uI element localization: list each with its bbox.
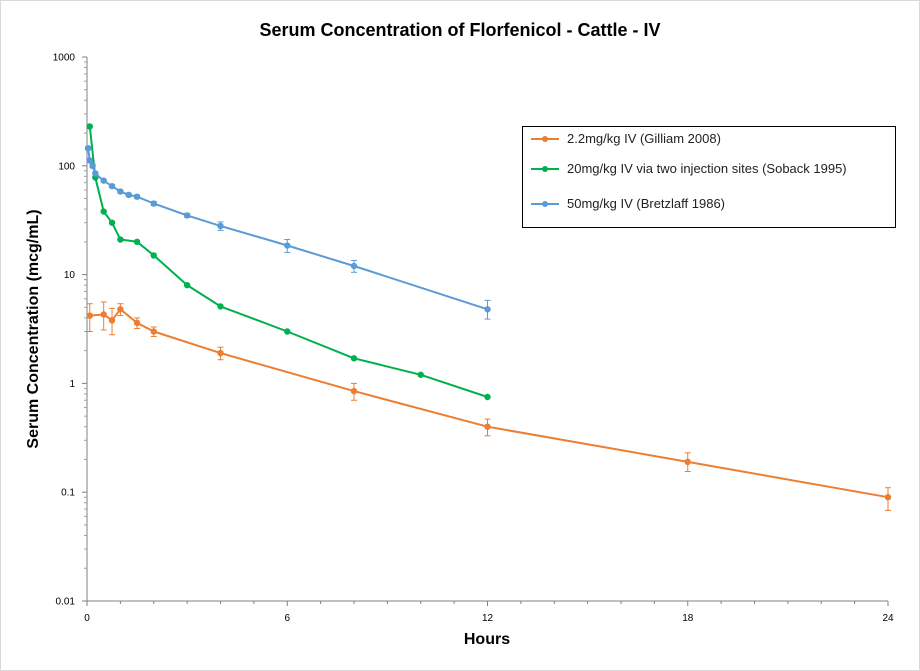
x-tick-label: 12 [482, 613, 494, 624]
legend-label-soback: 20mg/kg IV via two injection sites (Soba… [567, 161, 847, 176]
data-point [183, 281, 191, 289]
data-point [684, 458, 691, 466]
y-tick-label: 1 [69, 379, 75, 390]
legend: 2.2mg/kg IV (Gilliam 2008) 20mg/kg IV vi… [522, 126, 896, 228]
data-point [417, 371, 424, 378]
series-0 [86, 301, 892, 511]
data-point [350, 387, 358, 395]
y-tick-label: 0.1 [61, 488, 75, 499]
data-point [217, 349, 224, 357]
legend-marker-bretzlaff [542, 201, 548, 207]
y-tick-label: 100 [58, 161, 75, 172]
data-point [350, 355, 358, 362]
data-point [86, 157, 93, 164]
data-point [108, 219, 116, 226]
data-point [133, 238, 141, 246]
legend-marker-soback [542, 166, 548, 172]
data-point [84, 145, 92, 152]
data-point [150, 328, 157, 335]
data-point [350, 262, 358, 270]
series-2 [84, 145, 491, 320]
data-point [150, 200, 157, 207]
data-point [108, 317, 116, 324]
data-point [217, 303, 224, 310]
data-point [117, 188, 124, 195]
data-point [183, 212, 191, 219]
data-point [125, 191, 132, 199]
series-1 [86, 123, 491, 401]
data-point [100, 311, 107, 318]
chart-title: Serum Concentration of Florfenicol - Cat… [259, 20, 660, 40]
data-point [89, 162, 96, 169]
data-point [108, 182, 116, 190]
data-point [217, 222, 224, 230]
legend-label-bretzlaff: 50mg/kg IV (Bretzlaff 1986) [567, 196, 726, 211]
x-tick-label: 24 [882, 613, 894, 624]
data-point [117, 306, 124, 313]
data-point [133, 319, 141, 327]
data-point [92, 170, 99, 177]
data-point [133, 193, 141, 200]
data-point [86, 123, 93, 130]
data-point [284, 328, 291, 335]
data-point [484, 423, 491, 430]
y-axis-label: Serum Concentration (mcg/mL) [25, 209, 42, 448]
y-tick-label: 1000 [53, 53, 76, 64]
data-point [86, 312, 93, 319]
data-point [284, 242, 291, 249]
legend-marker-gilliam [542, 136, 548, 142]
data-point [100, 177, 107, 184]
data-point [884, 493, 892, 501]
data-point [117, 236, 124, 243]
data-point [484, 393, 491, 401]
x-tick-label: 0 [84, 613, 90, 624]
x-tick-label: 18 [682, 613, 694, 624]
axes: 0.01 0.1 1 10 100 1000 0 6 12 18 24 [53, 53, 894, 625]
legend-label-gilliam: 2.2mg/kg IV (Gilliam 2008) [567, 131, 721, 146]
x-tick-label: 6 [284, 613, 290, 624]
y-tick-label: 10 [64, 270, 76, 281]
series-group [84, 123, 892, 511]
y-tick-label: 0.01 [56, 597, 76, 608]
data-point [100, 208, 107, 215]
data-point [484, 306, 491, 313]
data-point [150, 252, 157, 259]
x-axis-label: Hours [464, 631, 510, 648]
